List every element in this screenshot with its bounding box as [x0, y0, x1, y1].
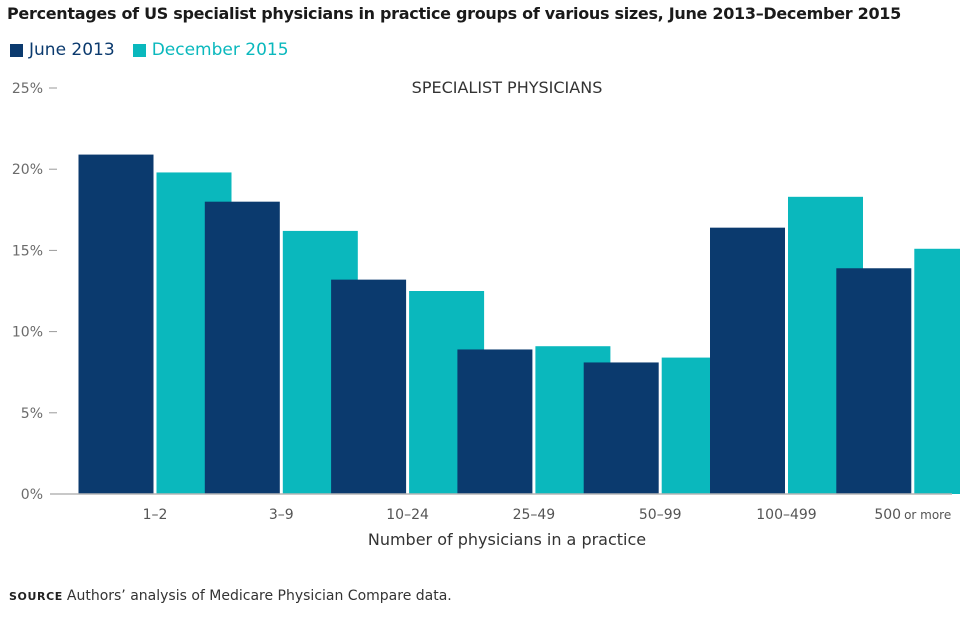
y-tick-label: 10% — [12, 325, 43, 341]
bar-june-2013 — [457, 349, 533, 494]
bar-december-2015 — [914, 248, 960, 494]
x-tick-label: 500 or more — [874, 507, 951, 523]
bar-june-2013 — [836, 268, 912, 494]
x-tick-label: 10–24 — [386, 507, 429, 523]
legend-swatch-december-2015 — [132, 43, 146, 57]
legend-swatch-june-2013 — [10, 43, 23, 57]
bar-june-2013 — [78, 154, 154, 495]
bar-june-2013 — [710, 227, 785, 494]
y-axis: 0% 5% 10% 15% 20% 25% — [12, 81, 57, 503]
x-tick-label: 3–9 — [269, 507, 294, 523]
x-tick-label: 25–49 — [513, 507, 556, 523]
legend-item-december-2015: December 2015 — [132, 40, 289, 60]
bar-june-2013 — [204, 201, 280, 494]
legend-label-june-2013: June 2013 — [29, 40, 115, 60]
source-tag: SOURCE — [9, 590, 63, 603]
legend-item-june-2013: June 2013 — [10, 40, 115, 60]
y-tick-label: 0% — [21, 487, 43, 503]
x-tick-label: 100–499 — [756, 507, 816, 523]
bar-june-2013 — [583, 362, 659, 494]
source-text: Authors’ analysis of Medicare Physician … — [66, 588, 452, 604]
chart-title: Percentages of US specialist physicians … — [7, 4, 901, 23]
source-note: SOURCE Authors’ analysis of Medicare Phys… — [9, 588, 452, 604]
x-tick-label: 1–2 — [143, 507, 168, 523]
x-tick-label: 50–99 — [639, 507, 682, 523]
legend: June 2013 December 2015 — [10, 40, 307, 60]
y-tick-label: 5% — [21, 406, 43, 422]
y-tick-label: 15% — [12, 243, 43, 259]
x-axis-title: Number of physicians in a practice — [368, 530, 646, 549]
bars — [78, 154, 960, 495]
y-tick-label: 20% — [12, 162, 43, 178]
y-tick-label: 25% — [12, 81, 43, 97]
panel-title: SPECIALIST PHYSICIANS — [412, 78, 603, 97]
x-axis-labels: 1–2 3–9 10–24 25–49 50–99 100–499 500 or more — [143, 507, 952, 523]
legend-label-december-2015: December 2015 — [151, 40, 289, 60]
bar-june-2013 — [331, 279, 407, 494]
